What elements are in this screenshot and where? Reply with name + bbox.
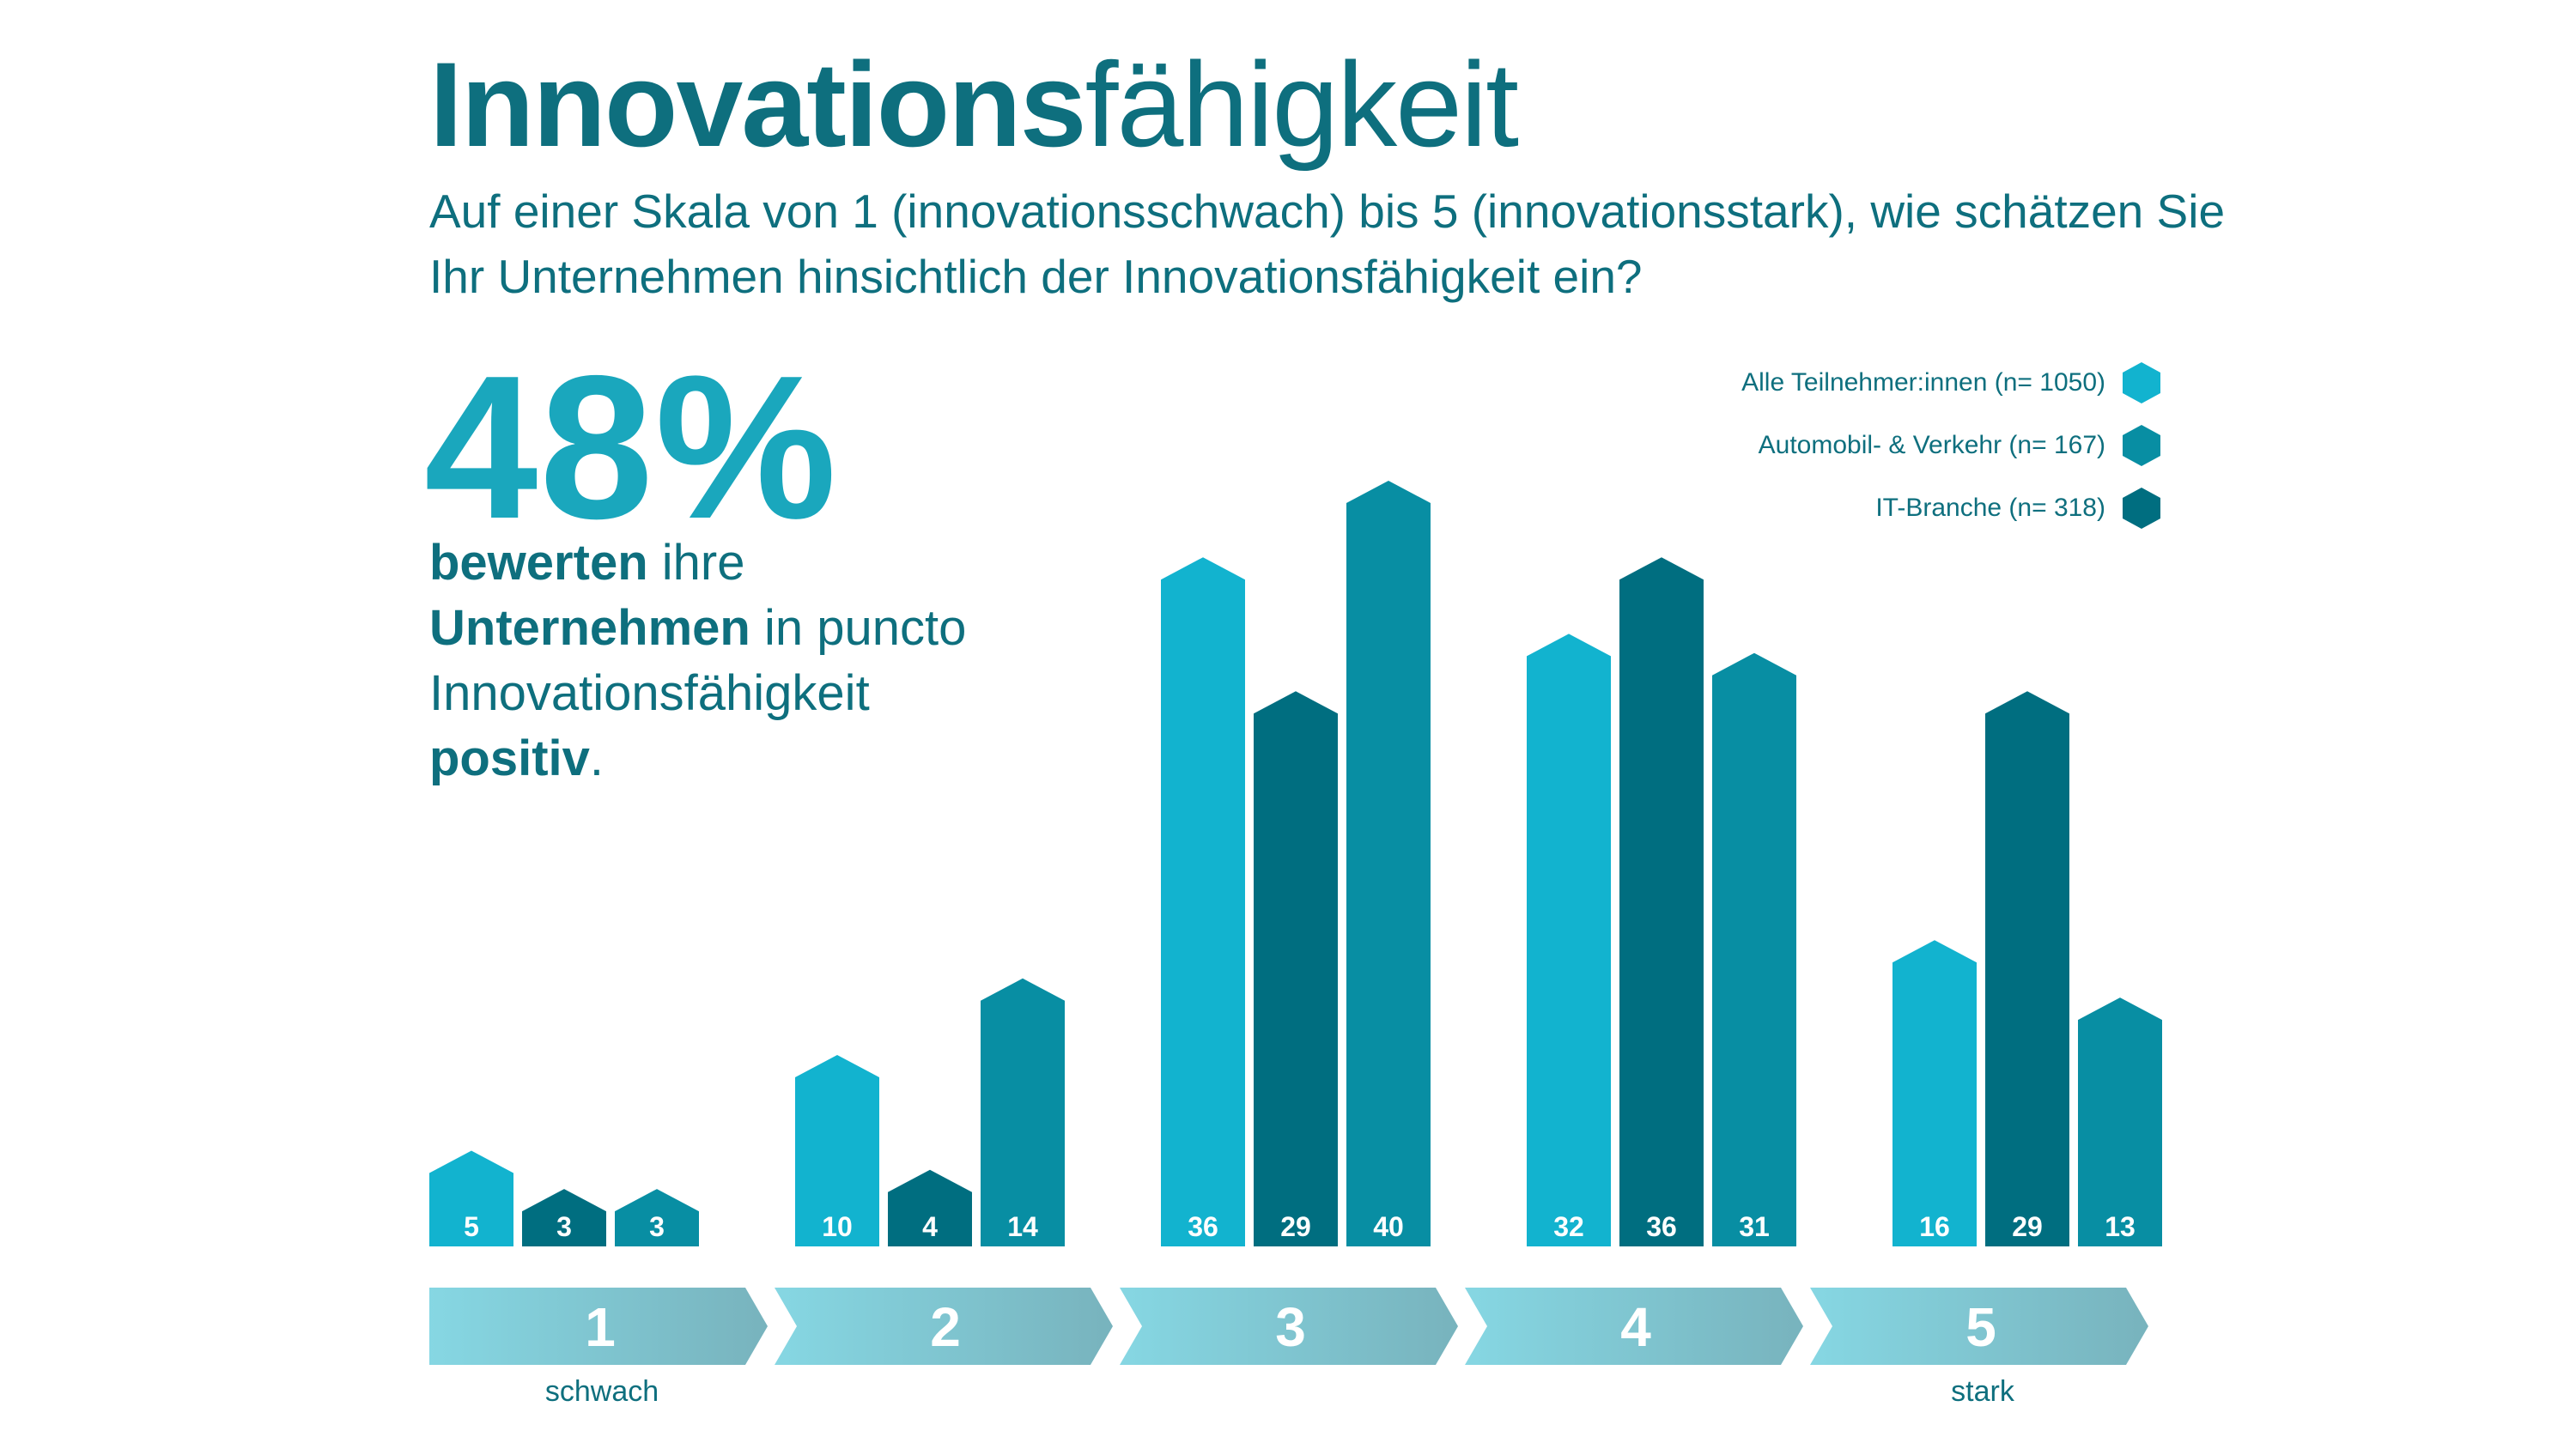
bar — [795, 1055, 879, 1246]
bar — [1254, 691, 1338, 1246]
bar — [888, 1169, 972, 1246]
bar-value-label: 40 — [1373, 1211, 1404, 1242]
caption-bold-1: bewerten — [429, 535, 648, 591]
category-step — [1120, 1288, 1458, 1365]
chart-title: Innovationsfähigkeit — [429, 36, 1519, 173]
bar — [429, 1150, 513, 1246]
caption-text-3: Innovationsfähigkeit — [429, 665, 870, 721]
bar — [1161, 557, 1245, 1246]
legend-label-3: IT-Branche (n= 318) — [1875, 494, 2105, 522]
category-caption: stark — [1951, 1375, 2015, 1408]
bar-value-label: 16 — [1919, 1211, 1950, 1242]
caption-text-2: in puncto — [750, 600, 967, 656]
title-light: fähigkeit — [1084, 37, 1519, 172]
bar — [1527, 634, 1611, 1246]
bar — [1346, 481, 1431, 1246]
title-bold: Innovations — [429, 37, 1087, 172]
bar-value-label: 5 — [464, 1211, 479, 1242]
category-label: 1 — [585, 1296, 616, 1358]
bar-value-label: 36 — [1188, 1211, 1218, 1242]
category-axis: 1 schwach 2 3 4 5 stark — [429, 1288, 2148, 1408]
survey-question: Auf einer Skala von 1 (innovationsschwac… — [429, 185, 2226, 303]
bar — [1712, 652, 1796, 1246]
legend-label-2: Automobil- & Verkehr (n= 167) — [1758, 431, 2105, 459]
caption-text-4: . — [589, 731, 605, 786]
category-label: 2 — [930, 1296, 961, 1358]
category-label: 4 — [1620, 1296, 1651, 1358]
bar-value-label: 31 — [1739, 1211, 1770, 1242]
bar-value-label: 29 — [2012, 1211, 2043, 1242]
highlight-percentage: 48% — [424, 334, 839, 561]
bar — [1985, 691, 2069, 1246]
bar-value-label: 13 — [2105, 1211, 2136, 1242]
category-step — [775, 1288, 1113, 1365]
legend: Alle Teilnehmer:innen (n= 1050) Automobi… — [1741, 361, 2162, 549]
bar — [615, 1189, 699, 1246]
caption-bold-3: positiv — [429, 731, 590, 786]
caption-bold-2: Unternehmen — [429, 600, 750, 656]
hexagon-icon — [2123, 362, 2160, 403]
bar-value-label: 14 — [1007, 1211, 1038, 1242]
bar — [981, 978, 1065, 1246]
category-step — [429, 1288, 768, 1365]
legend-item-1: Alle Teilnehmer:innen (n= 1050) — [1741, 361, 2162, 405]
category-step — [1810, 1288, 2148, 1365]
category-caption: schwach — [545, 1375, 659, 1408]
hexagon-icon — [2123, 425, 2160, 466]
category-label: 5 — [1965, 1296, 1996, 1358]
bar-value-label: 10 — [822, 1211, 853, 1242]
bar-value-label: 3 — [649, 1211, 665, 1242]
bar-value-label: 4 — [922, 1211, 938, 1242]
highlight-caption: bewerten ihre Unternehmen in puncto Innova… — [429, 530, 1082, 791]
bar-value-label: 3 — [556, 1211, 572, 1242]
category-step — [1465, 1288, 1803, 1365]
bar-value-label: 36 — [1646, 1211, 1677, 1242]
caption-text-1: ihre — [647, 535, 745, 591]
hexagon-icon — [2123, 488, 2160, 529]
legend-item-3: IT-Branche (n= 318) — [1741, 486, 2162, 530]
bars-layer: 5 3 3 10 4 14 36 29 40 32 36 31 16 29 13 — [429, 481, 2162, 1246]
bar — [1619, 557, 1704, 1246]
category-label: 3 — [1275, 1296, 1306, 1358]
legend-label-1: Alle Teilnehmer:innen (n= 1050) — [1741, 368, 2105, 397]
legend-item-2: Automobil- & Verkehr (n= 167) — [1741, 423, 2162, 468]
bar-value-label: 32 — [1553, 1211, 1584, 1242]
bar — [1893, 940, 1977, 1246]
bar — [522, 1189, 606, 1246]
bar — [2078, 997, 2162, 1246]
bar-value-label: 29 — [1280, 1211, 1311, 1242]
